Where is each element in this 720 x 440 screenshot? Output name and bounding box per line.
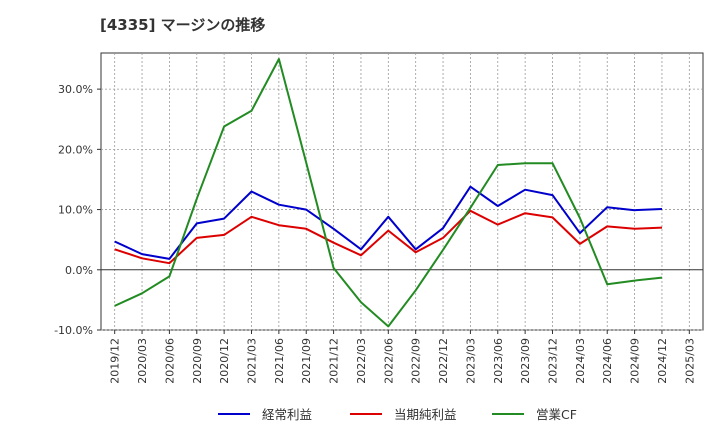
y-tick-label: -10.0% <box>54 324 93 337</box>
legend-label-3: 営業CF <box>536 407 577 422</box>
x-tick-label: 2020/03 <box>136 338 149 384</box>
x-tick-label: 2019/12 <box>109 338 122 384</box>
x-tick-label: 2022/03 <box>355 338 368 384</box>
x-tick-label: 2022/06 <box>382 338 395 384</box>
legend-label-2: 当期純利益 <box>394 407 457 422</box>
x-tick-label: 2024/12 <box>656 338 669 384</box>
x-tick-label: 2024/06 <box>601 338 614 384</box>
plot-area <box>100 52 704 331</box>
x-tick-label: 2021/06 <box>273 338 286 384</box>
series-line-2 <box>114 209 663 265</box>
x-tick-label: 2020/06 <box>163 338 176 384</box>
series-line-3 <box>114 58 663 328</box>
y-tick-label: 30.0% <box>58 83 93 96</box>
x-tick-label: 2021/12 <box>328 338 341 384</box>
x-tick-label: 2022/09 <box>410 338 423 384</box>
x-tick-label: 2021/09 <box>300 338 313 384</box>
legend-label-1: 経常利益 <box>262 407 312 422</box>
x-tick-label: 2023/06 <box>492 338 505 384</box>
y-tick-label: 0.0% <box>65 264 93 277</box>
chart-title: [4335] マージンの推移 <box>100 16 266 34</box>
series-line-1 <box>114 185 663 260</box>
x-tick-label: 2025/03 <box>683 338 696 384</box>
x-tick-label: 2023/09 <box>519 338 532 384</box>
x-tick-label: 2021/03 <box>246 338 259 384</box>
x-tick-label: 2023/12 <box>547 338 560 384</box>
y-tick-label: 10.0% <box>58 204 93 217</box>
x-tick-label: 2022/12 <box>437 338 450 384</box>
x-tick-label: 2024/03 <box>574 338 587 384</box>
x-tick-label: 2020/12 <box>218 338 231 384</box>
x-tick-label: 2023/03 <box>464 338 477 384</box>
x-tick-label: 2020/09 <box>191 338 204 384</box>
y-tick-label: 20.0% <box>58 143 93 156</box>
x-tick-label: 2024/09 <box>629 338 642 384</box>
